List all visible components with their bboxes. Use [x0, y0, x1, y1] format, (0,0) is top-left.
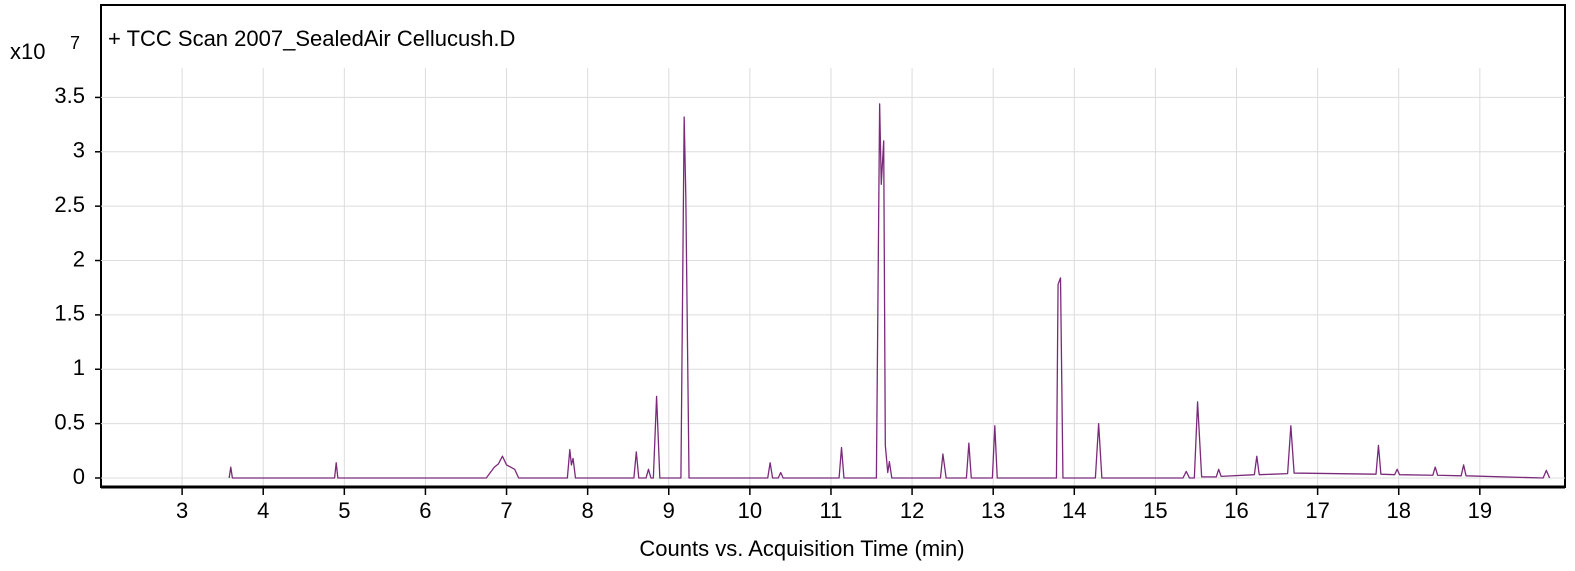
chart-title: + TCC Scan 2007_SealedAir Cellucush.D	[108, 26, 515, 51]
x-tick-label: 15	[1143, 498, 1167, 523]
y-multiplier: x10	[10, 39, 45, 64]
x-tick-label: 17	[1305, 498, 1329, 523]
x-tick-label: 19	[1468, 498, 1492, 523]
y-tick-label: 3	[73, 138, 85, 163]
x-tick-label: 9	[663, 498, 675, 523]
x-tick-label: 11	[820, 498, 843, 523]
x-tick-label: 4	[257, 498, 269, 523]
y-exponent: 7	[70, 33, 80, 53]
y-tick-label: 1.5	[54, 301, 85, 326]
x-tick-label: 12	[900, 498, 924, 523]
y-tick-label: 0	[73, 464, 85, 489]
x-tick-label: 6	[419, 498, 431, 523]
x-tick-label: 8	[582, 498, 594, 523]
x-tick-label: 7	[500, 498, 512, 523]
y-tick-label: 2.5	[54, 192, 85, 217]
x-tick-label: 18	[1386, 498, 1410, 523]
x-tick-label: 14	[1062, 498, 1086, 523]
plot-frame	[100, 4, 1566, 488]
x-tick-label: 16	[1224, 498, 1248, 523]
y-tick-label: 2	[73, 246, 85, 271]
x-tick-label: 3	[176, 498, 188, 523]
y-tick-label: 3.5	[54, 83, 85, 108]
y-tick-label: 1	[73, 355, 85, 380]
x-tick-label: 13	[981, 498, 1005, 523]
y-tick-label: 0.5	[54, 409, 85, 434]
x-tick-label: 5	[338, 498, 350, 523]
trace-line	[228, 103, 1551, 479]
x-tick-label: 10	[738, 498, 762, 523]
x-axis-label: Counts vs. Acquisition Time (min)	[639, 536, 964, 561]
